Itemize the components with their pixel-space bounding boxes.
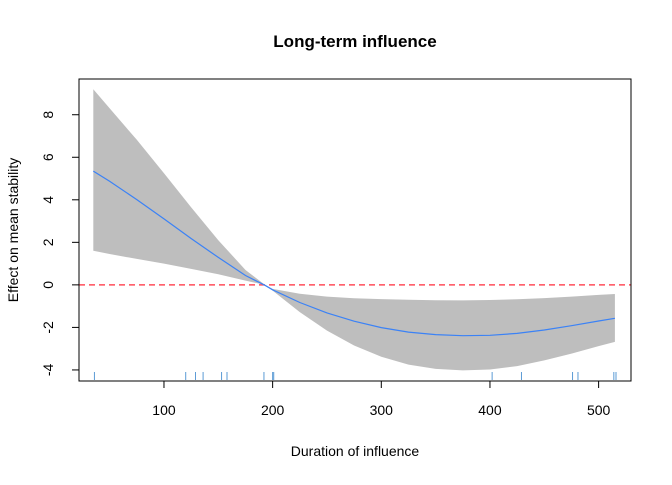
x-tick-label: 300 — [370, 402, 394, 418]
y-axis-label: Effect on mean stability — [5, 158, 21, 302]
x-axis: 100 200 300 400 500 — [152, 381, 611, 418]
confidence-band — [93, 89, 615, 371]
plot-frame — [78, 78, 632, 382]
x-tick-label: 500 — [587, 402, 611, 418]
x-tick-label: 200 — [261, 402, 285, 418]
x-tick-label: 100 — [152, 402, 176, 418]
x-axis-label: Duration of influence — [291, 443, 420, 459]
y-tick-label: -4 — [40, 364, 56, 377]
chart-title: Long-term influence — [273, 32, 436, 51]
y-tick-label: 4 — [40, 196, 56, 204]
series-line — [92, 170, 615, 337]
series-line-layer — [92, 170, 615, 337]
y-tick-label: -2 — [40, 321, 56, 334]
x-tick-label: 400 — [478, 402, 502, 418]
y-tick-label: 2 — [40, 238, 56, 246]
y-tick-label: 0 — [40, 281, 56, 289]
y-tick-label: 6 — [40, 153, 56, 161]
rug-layer — [93, 372, 617, 380]
y-axis: -4 -2 0 2 4 6 8 — [40, 111, 79, 377]
y-tick-label: 8 — [40, 111, 56, 119]
confidence-band-layer — [93, 89, 615, 371]
